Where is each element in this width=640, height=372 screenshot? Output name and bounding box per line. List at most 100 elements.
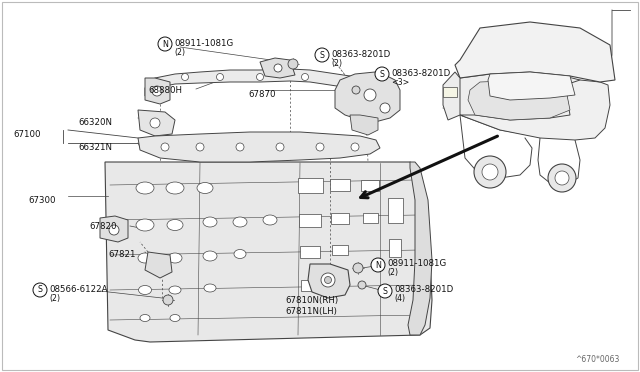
Polygon shape	[105, 162, 432, 342]
Circle shape	[321, 273, 335, 287]
Text: S: S	[319, 51, 324, 60]
Polygon shape	[450, 72, 580, 135]
Text: 67810N(RH): 67810N(RH)	[285, 296, 338, 305]
Text: ^670*0063: ^670*0063	[575, 355, 620, 364]
Text: <3>: <3>	[391, 77, 409, 87]
Circle shape	[150, 118, 160, 128]
Ellipse shape	[203, 217, 217, 227]
Text: 68880H: 68880H	[148, 86, 182, 95]
Polygon shape	[350, 115, 378, 135]
Circle shape	[301, 74, 308, 80]
Polygon shape	[138, 132, 380, 162]
Ellipse shape	[136, 182, 154, 194]
Ellipse shape	[140, 314, 150, 321]
Bar	[361, 180, 379, 190]
Circle shape	[482, 164, 498, 180]
Ellipse shape	[197, 183, 213, 193]
Circle shape	[352, 86, 360, 94]
Circle shape	[152, 86, 162, 96]
Bar	[362, 213, 378, 223]
Polygon shape	[145, 69, 365, 96]
Text: 66321N: 66321N	[78, 143, 112, 152]
Ellipse shape	[136, 219, 154, 231]
Polygon shape	[145, 252, 172, 278]
Bar	[330, 179, 350, 191]
Ellipse shape	[167, 219, 183, 231]
Circle shape	[182, 74, 189, 80]
Text: 67870: 67870	[248, 90, 275, 99]
Bar	[301, 279, 319, 291]
Bar	[299, 214, 321, 227]
Text: 08363-8201D: 08363-8201D	[391, 68, 451, 77]
Circle shape	[315, 48, 329, 62]
Circle shape	[276, 143, 284, 151]
Circle shape	[33, 283, 47, 297]
Text: 08363-8201D: 08363-8201D	[331, 49, 390, 58]
Circle shape	[324, 276, 332, 283]
Text: 67100: 67100	[13, 130, 40, 139]
Polygon shape	[138, 110, 175, 136]
Ellipse shape	[138, 285, 152, 295]
Text: 67821: 67821	[108, 250, 136, 259]
Text: (2): (2)	[331, 58, 342, 67]
Bar	[331, 212, 349, 224]
Bar	[298, 177, 323, 192]
Bar	[443, 87, 457, 97]
Circle shape	[375, 67, 389, 81]
Circle shape	[163, 295, 173, 305]
Ellipse shape	[166, 182, 184, 194]
Text: (2): (2)	[49, 294, 60, 302]
Circle shape	[548, 164, 576, 192]
Text: 08911-1081G: 08911-1081G	[387, 260, 446, 269]
Text: N: N	[375, 260, 381, 269]
Text: 08911-1081G: 08911-1081G	[174, 38, 233, 48]
Polygon shape	[443, 72, 460, 120]
Text: 67811N(LH): 67811N(LH)	[285, 307, 337, 316]
Circle shape	[555, 171, 569, 185]
Text: 67820: 67820	[89, 222, 116, 231]
Text: 67300: 67300	[28, 196, 56, 205]
Circle shape	[358, 281, 366, 289]
Circle shape	[161, 143, 169, 151]
Text: 08363-8201D: 08363-8201D	[394, 285, 453, 295]
Circle shape	[371, 258, 385, 272]
Polygon shape	[308, 264, 350, 298]
Circle shape	[474, 156, 506, 188]
Circle shape	[236, 143, 244, 151]
Circle shape	[378, 284, 392, 298]
Circle shape	[353, 263, 363, 273]
Circle shape	[158, 37, 172, 51]
Text: (2): (2)	[174, 48, 185, 57]
Bar	[328, 279, 342, 288]
Circle shape	[380, 103, 390, 113]
Text: S: S	[380, 70, 385, 78]
Ellipse shape	[234, 250, 246, 259]
Polygon shape	[488, 72, 575, 100]
Text: 66320N: 66320N	[78, 118, 112, 127]
Circle shape	[351, 143, 359, 151]
Polygon shape	[455, 22, 615, 82]
Polygon shape	[468, 80, 570, 120]
Text: N: N	[162, 39, 168, 48]
Text: (2): (2)	[387, 269, 398, 278]
Ellipse shape	[233, 217, 247, 227]
Circle shape	[274, 64, 282, 72]
Ellipse shape	[204, 284, 216, 292]
Ellipse shape	[168, 253, 182, 263]
Circle shape	[257, 74, 264, 80]
Bar	[389, 239, 401, 257]
Circle shape	[196, 143, 204, 151]
Ellipse shape	[170, 314, 180, 321]
Polygon shape	[460, 80, 610, 140]
Bar	[332, 245, 348, 255]
Circle shape	[216, 74, 223, 80]
Text: S: S	[38, 285, 42, 295]
Text: 08566-6122A: 08566-6122A	[49, 285, 108, 294]
Polygon shape	[145, 78, 170, 104]
Polygon shape	[335, 72, 400, 122]
Bar	[300, 246, 320, 258]
Polygon shape	[408, 162, 432, 335]
Circle shape	[316, 143, 324, 151]
Ellipse shape	[263, 215, 277, 225]
Text: (4): (4)	[394, 295, 405, 304]
